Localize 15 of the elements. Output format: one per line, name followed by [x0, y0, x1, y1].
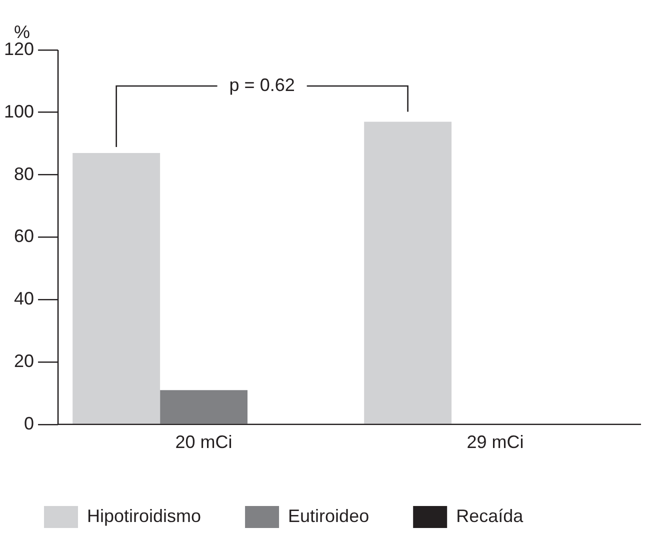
- x-tick-label: 29 mCi: [466, 432, 524, 452]
- bar: [160, 390, 248, 424]
- y-tick-label: 60: [14, 226, 34, 246]
- legend-label: Eutiroideo: [288, 506, 370, 526]
- bar: [72, 152, 160, 424]
- y-tick-label: 0: [24, 413, 34, 434]
- y-tick-label: 100: [4, 101, 34, 122]
- y-tick-label: 20: [14, 350, 34, 371]
- bar: [364, 122, 452, 424]
- legend-label: Hipotiroidismo: [87, 506, 202, 526]
- x-tick-label: 20 mCi: [175, 432, 232, 452]
- legend-label: Recaída: [456, 506, 524, 526]
- annotation: p = 0.62: [229, 74, 295, 95]
- y-tick-label: 40: [14, 288, 34, 309]
- y-tick-label: 80: [14, 164, 34, 184]
